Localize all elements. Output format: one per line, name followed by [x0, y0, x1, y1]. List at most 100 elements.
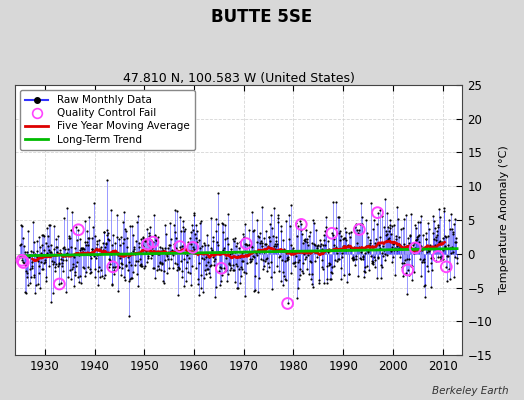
Point — [46, 249, 54, 256]
Point — [244, 252, 253, 258]
Point — [451, 239, 460, 245]
Point — [357, 256, 366, 262]
Point — [402, 270, 410, 276]
Point — [82, 238, 91, 245]
Point — [288, 244, 297, 251]
Point — [104, 236, 113, 243]
Point — [39, 232, 47, 238]
Point — [286, 270, 294, 276]
Point — [324, 249, 332, 255]
Point — [257, 238, 265, 244]
Point — [327, 276, 335, 282]
Point — [179, 224, 188, 230]
Point — [104, 230, 112, 236]
Point — [382, 231, 390, 238]
Point — [292, 253, 300, 259]
Point — [337, 264, 346, 271]
Point — [280, 246, 288, 252]
Point — [72, 259, 81, 266]
Point — [177, 268, 185, 274]
Point — [167, 256, 176, 262]
Point — [374, 254, 382, 260]
Point — [88, 245, 96, 252]
Point — [350, 256, 358, 262]
Point — [40, 233, 49, 239]
Point — [399, 225, 407, 232]
Point — [260, 258, 269, 264]
Point — [316, 243, 324, 250]
Point — [387, 248, 396, 254]
Point — [248, 209, 257, 215]
Point — [156, 243, 164, 250]
Point — [441, 243, 449, 250]
Point — [137, 263, 145, 270]
Point — [172, 245, 180, 251]
Point — [410, 240, 418, 246]
Point — [314, 242, 322, 248]
Point — [228, 267, 237, 273]
Point — [221, 267, 230, 274]
Point — [195, 260, 203, 266]
Point — [231, 279, 239, 286]
Point — [52, 261, 61, 268]
Point — [452, 255, 461, 262]
Point — [169, 264, 177, 271]
Point — [387, 231, 395, 237]
Point — [304, 271, 313, 278]
Point — [234, 284, 242, 291]
Point — [434, 222, 443, 228]
Point — [122, 262, 130, 268]
Point — [398, 246, 406, 252]
Point — [71, 245, 79, 252]
Point — [303, 238, 311, 245]
Point — [427, 255, 435, 262]
Point — [67, 227, 75, 233]
Point — [287, 242, 296, 248]
Point — [171, 234, 180, 241]
Point — [334, 214, 342, 220]
Point — [265, 234, 274, 240]
Point — [116, 233, 125, 240]
Point — [399, 273, 407, 279]
Point — [181, 277, 190, 284]
Point — [48, 251, 57, 257]
Point — [309, 217, 317, 224]
Point — [311, 242, 320, 248]
Point — [368, 259, 377, 265]
Point — [189, 244, 197, 251]
Point — [247, 242, 255, 249]
Point — [237, 273, 245, 279]
Point — [268, 285, 276, 292]
Point — [188, 222, 196, 228]
Point — [322, 214, 330, 220]
Point — [43, 250, 51, 257]
Point — [41, 274, 50, 280]
Point — [174, 292, 182, 298]
Point — [270, 269, 278, 276]
Point — [189, 246, 198, 252]
Point — [185, 235, 194, 242]
Point — [205, 270, 213, 276]
Point — [374, 255, 383, 261]
Point — [141, 249, 150, 256]
Point — [80, 246, 88, 252]
Point — [142, 248, 150, 254]
Point — [125, 278, 133, 284]
Point — [313, 244, 321, 251]
Point — [121, 277, 129, 283]
Point — [156, 260, 165, 266]
Point — [20, 262, 29, 269]
Point — [67, 244, 75, 250]
Point — [160, 256, 169, 263]
Point — [443, 278, 451, 285]
Point — [280, 272, 289, 279]
Point — [308, 271, 316, 278]
Point — [41, 259, 49, 265]
Point — [183, 239, 192, 246]
Point — [219, 247, 227, 253]
Point — [29, 272, 38, 278]
Point — [79, 244, 87, 251]
Point — [278, 268, 287, 275]
Point — [144, 255, 152, 261]
Point — [288, 248, 297, 255]
